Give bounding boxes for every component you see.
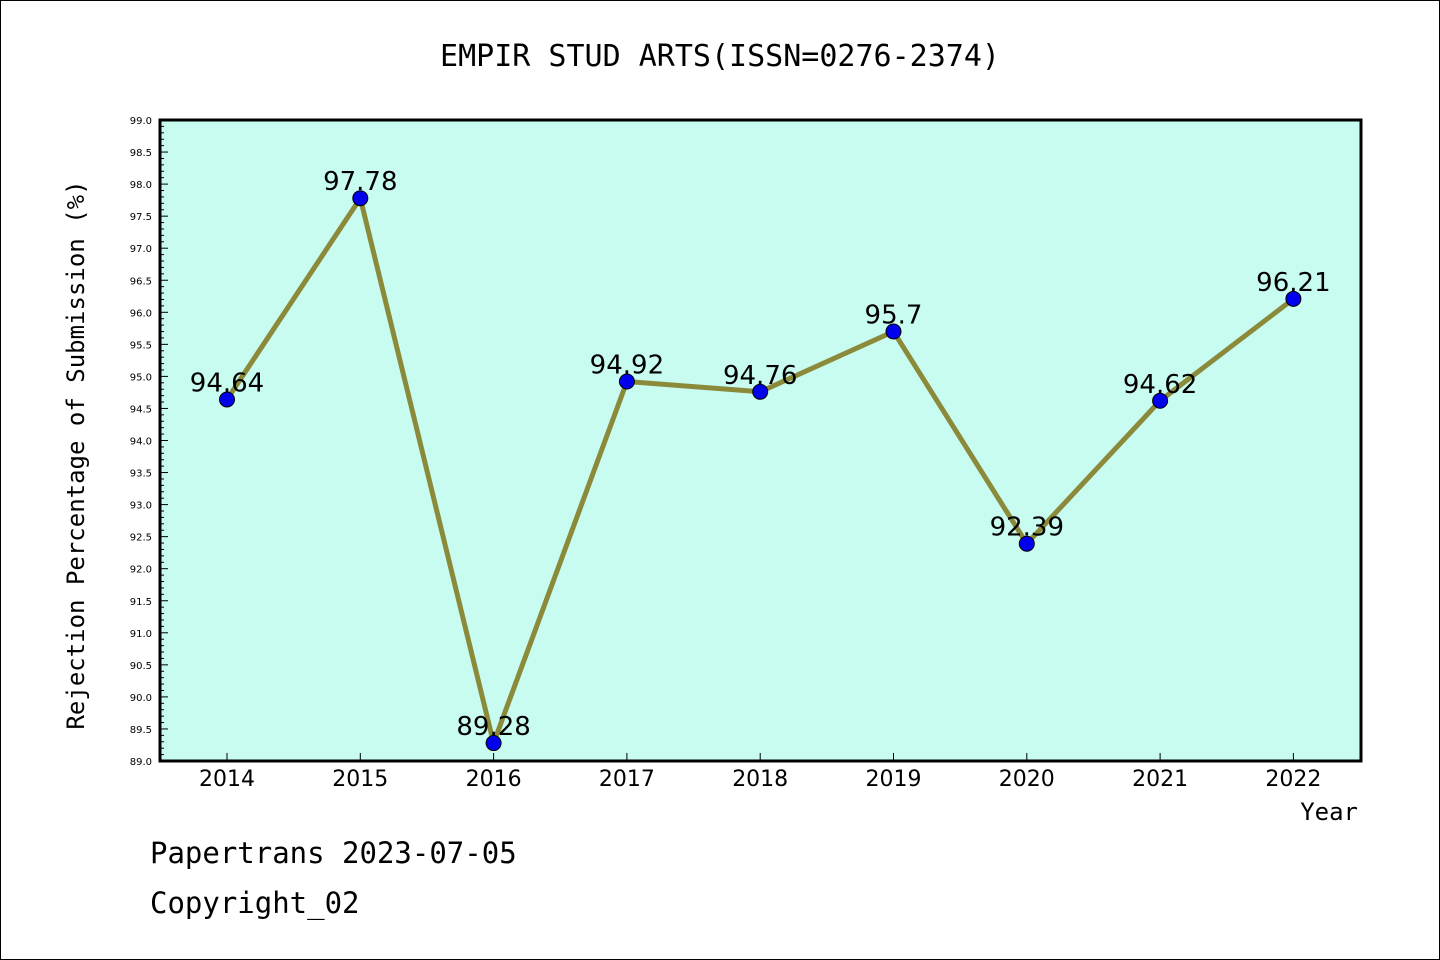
y-tick-label: 96.0 (130, 308, 152, 319)
y-tick-label: 91.5 (130, 597, 152, 608)
x-tick-label: 2019 (866, 767, 922, 792)
data-point (752, 383, 769, 400)
data-point (1152, 392, 1169, 409)
data-label: 97.78 (323, 167, 397, 197)
y-tick-label: 97.5 (130, 212, 152, 223)
data-label: 94.92 (590, 351, 664, 381)
y-tick-label: 90.0 (130, 693, 152, 704)
y-tick-label: 98.5 (130, 148, 152, 159)
y-tick-label: 89.5 (130, 725, 152, 736)
y-tick-label: 89.0 (130, 757, 152, 768)
data-label: 96.21 (1256, 268, 1330, 298)
footer-copyright: Copyright_02 (150, 886, 360, 920)
footer-date: Papertrans 2023-07-05 (150, 836, 517, 870)
y-tick-label: 94.5 (130, 404, 152, 415)
y-tick-label: 93.0 (130, 501, 152, 512)
x-tick-label: 2018 (732, 767, 788, 792)
y-tick-label: 95.0 (130, 372, 152, 383)
y-axis-label: Rejection Percentage of Submission (%) (62, 180, 90, 729)
data-label: 92.39 (990, 513, 1064, 543)
y-tick-label: 99.0 (130, 116, 152, 127)
data-point (885, 323, 902, 340)
y-tick-label: 92.5 (130, 533, 152, 544)
x-axis-label: Year (1300, 798, 1358, 826)
y-tick-label: 90.5 (130, 661, 152, 672)
x-tick-label: 2022 (1265, 767, 1321, 792)
data-point (219, 391, 235, 408)
x-axis: 2014 2015 2016 2017 2018 2019 2020 2021 2022 (199, 753, 1321, 792)
x-tick-label: 2016 (466, 767, 522, 792)
x-tick-label: 2020 (999, 767, 1055, 792)
data-label: 94.62 (1123, 370, 1197, 400)
y-tick-label: 91.0 (130, 629, 152, 640)
plot-area (158, 118, 1363, 763)
series-layer: 94.64 97.78 89.28 94.92 94.76 95.7 92.39 94.62 9… (190, 167, 1331, 752)
data-point (1285, 290, 1302, 307)
data-label: 89.28 (456, 712, 530, 742)
x-tick-label: 2014 (199, 767, 255, 792)
data-point (352, 190, 369, 207)
x-tick-label: 2021 (1132, 767, 1188, 792)
data-point (485, 735, 502, 752)
data-label: 94.76 (723, 361, 797, 391)
y-axis: 89.0 89.5 90.0 90.5 91.0 91.5 92.0 92.5 93.0 93.5… (130, 116, 168, 768)
x-tick-label: 2017 (599, 767, 655, 792)
data-label: 94.64 (190, 368, 264, 398)
y-tick-label: 95.5 (130, 340, 152, 351)
data-label: 95.7 (865, 301, 923, 331)
y-tick-label: 98.0 (130, 180, 152, 191)
chart-title: EMPIR STUD ARTS(ISSN=0276-2374) (440, 39, 1000, 74)
data-point (1018, 535, 1035, 552)
x-tick-label: 2015 (332, 767, 388, 792)
y-tick-label: 94.0 (130, 437, 152, 448)
y-tick-label: 92.0 (130, 565, 152, 576)
y-tick-label: 93.5 (130, 469, 152, 480)
y-tick-label: 97.0 (130, 244, 152, 255)
y-tick-label: 96.5 (130, 276, 152, 287)
data-point (618, 373, 635, 390)
